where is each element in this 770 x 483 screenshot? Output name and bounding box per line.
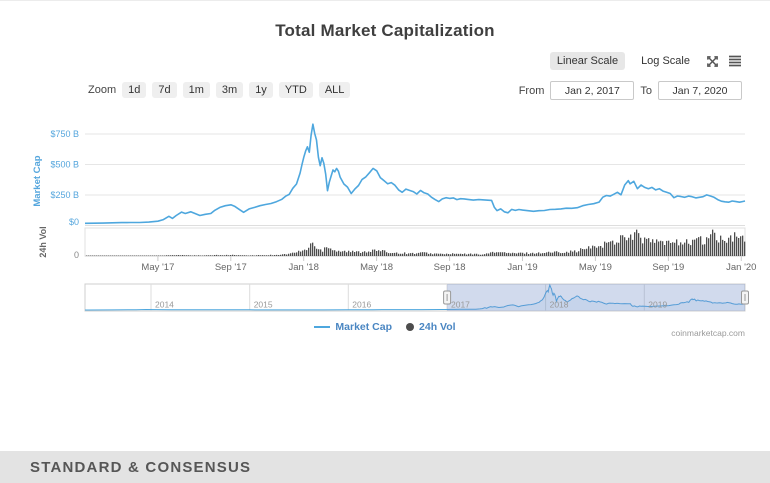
svg-text:Jan '20: Jan '20 — [726, 262, 756, 273]
to-label: To — [640, 84, 652, 97]
svg-text:2014: 2014 — [155, 300, 174, 310]
navigator-left-handle[interactable] — [443, 290, 452, 305]
volume-bars — [86, 229, 746, 256]
svg-text:Sep '17: Sep '17 — [215, 262, 247, 273]
svg-text:$0: $0 — [69, 217, 79, 227]
svg-text:2017: 2017 — [451, 300, 470, 310]
market-cap-axis-title: Market Cap — [32, 155, 43, 206]
zoom-1m-button[interactable]: 1m — [182, 82, 210, 98]
expand-arrows-icon[interactable] — [706, 55, 719, 68]
navigator-selection[interactable] — [443, 284, 749, 311]
date-range-selector: From To — [519, 81, 742, 100]
x-axis-ticks — [157, 256, 742, 261]
svg-text:May '19: May '19 — [579, 262, 612, 273]
navigator-series — [85, 283, 745, 311]
zoom-7d-button[interactable]: 7d — [152, 82, 177, 98]
log-scale-button[interactable]: Log Scale — [641, 55, 690, 67]
navigator-selected-range[interactable] — [447, 284, 745, 311]
attribution-text: coinmarketcap.com — [671, 328, 745, 338]
zoom-3m-button[interactable]: 3m — [215, 82, 244, 98]
svg-text:2015: 2015 — [254, 300, 273, 310]
legend-label: Market Cap — [335, 321, 393, 333]
navigator-year-labels: 2014 2015 2016 2017 2018 2019 — [155, 300, 667, 310]
hamburger-menu-icon[interactable] — [728, 55, 742, 67]
page-title: Total Market Capitalization — [275, 21, 495, 40]
zoom-1d-button[interactable]: 1d — [122, 82, 147, 98]
zoom-1y-button[interactable]: 1y — [249, 82, 273, 98]
svg-text:$250 B: $250 B — [50, 190, 79, 200]
svg-text:Sep '19: Sep '19 — [652, 262, 684, 273]
svg-text:Sep '18: Sep '18 — [434, 262, 466, 273]
dot-swatch-icon — [406, 323, 415, 331]
volume-zero-label: 0 — [74, 250, 79, 260]
zoom-button-group: Zoom 1d 7d 1m 3m 1y YTD ALL — [88, 82, 351, 98]
zoom-all-button[interactable]: ALL — [318, 82, 351, 98]
svg-text:2018: 2018 — [550, 300, 569, 310]
scale-toggle-group: Linear Scale Log Scale — [549, 52, 742, 70]
svg-text:Jan '19: Jan '19 — [507, 262, 537, 273]
legend-item-24h-vol[interactable]: 24h Vol — [406, 321, 456, 333]
navigator[interactable]: 2014 2015 2016 2017 2018 2019 — [84, 283, 749, 312]
svg-text:May '17: May '17 — [141, 262, 174, 273]
svg-text:$750 B: $750 B — [50, 129, 79, 139]
x-axis-labels: May '17 Sep '17 Jan '18 May '18 Sep '18 … — [141, 262, 756, 273]
from-label: From — [518, 84, 545, 97]
to-date-input[interactable] — [658, 81, 742, 100]
svg-text:Jan '18: Jan '18 — [289, 262, 319, 273]
svg-text:$500 B: $500 B — [50, 160, 79, 170]
navigator-right-handle[interactable] — [741, 290, 749, 305]
svg-text:2016: 2016 — [352, 300, 371, 310]
footer-brand-logo: STANDARD & CONSENSUS — [30, 459, 252, 476]
svg-text:May '18: May '18 — [360, 262, 393, 273]
zoom-label: Zoom — [88, 84, 117, 96]
market-cap-gridlines — [85, 133, 745, 226]
zoom-ytd-button[interactable]: YTD — [278, 82, 313, 98]
legend-label: 24h Vol — [419, 321, 456, 333]
chart-legend: Market Cap 24h Vol — [0, 321, 770, 333]
legend-item-market-cap[interactable]: Market Cap — [314, 321, 392, 333]
chart-canvas[interactable]: $750 B $500 B $250 B $0 Market Cap 24h V… — [0, 96, 770, 321]
linear-scale-button[interactable]: Linear Scale — [549, 52, 626, 70]
market-cap-axis-labels: $750 B $500 B $250 B $0 — [50, 129, 79, 227]
line-swatch-icon — [314, 326, 331, 328]
footer-bar: STANDARD & CONSENSUS — [0, 451, 770, 483]
from-date-input[interactable] — [550, 81, 635, 100]
market-cap-line — [84, 123, 746, 225]
svg-text:2019: 2019 — [648, 300, 667, 310]
volume-axis-title: 24h Vol — [38, 226, 48, 257]
